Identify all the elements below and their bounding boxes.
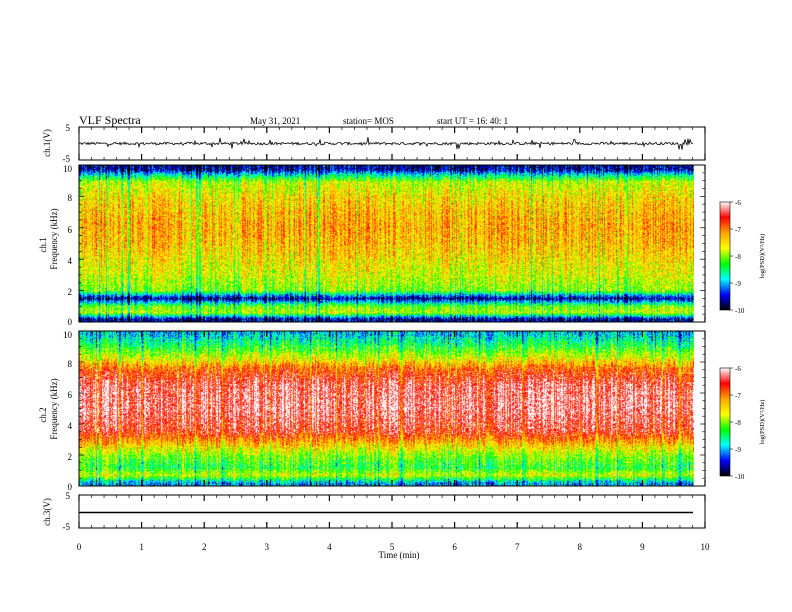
x-tick-label: 7: [515, 542, 520, 552]
colorbar-tick-label: -8: [735, 419, 741, 427]
colorbar-tick-label: -6: [735, 365, 741, 373]
colorbar-tick-label: -6: [735, 199, 741, 207]
ch3-wave-tick-bottom: -5: [63, 522, 71, 532]
ch1-wave-tick-bottom: -5: [63, 154, 71, 164]
ch1-spec-tick: 10: [63, 164, 73, 174]
x-tick-label: 0: [77, 542, 82, 552]
x-tick-label: 6: [452, 542, 457, 552]
ch2-spec-ylabel-frequency: Frequency (kHz): [49, 378, 59, 439]
ch2-spec-tick: 0: [68, 482, 73, 492]
start-ut-label: start UT = 16: 40: 1: [437, 116, 508, 126]
ch1-spectrogram-panel: 10 8 6 4 2 0: [63, 164, 706, 327]
x-tick-labels: 0 1 2 3 4 5 6 7 8 9 10: [77, 542, 710, 552]
ch1-spec-tick: 4: [68, 256, 73, 266]
colorbar-ch1-ticks: -6 -7 -8 -9 -10: [730, 199, 745, 315]
ch1-waveform-trace: [78, 137, 694, 150]
x-tick-label: 9: [640, 542, 645, 552]
ch1-spec-tick: 8: [68, 193, 73, 203]
colorbar-tick-label: -9: [735, 446, 741, 454]
colorbar-ch2-label: log(PSD)(V²/Hz): [759, 400, 766, 445]
colorbar-tick-label: -9: [735, 280, 741, 288]
ch3-waveform-panel: 5 -5: [63, 491, 706, 532]
colorbar-tick-label: -8: [735, 253, 741, 261]
colorbar-tick-label: -10: [735, 307, 745, 315]
ch1-spec-ylabel-channel: ch.1: [38, 237, 48, 252]
x-tick-label: 3: [265, 542, 270, 552]
figure-title: VLF Spectra: [79, 113, 141, 127]
colorbar-ch2-scale: [719, 367, 731, 477]
ch1-spec-ylabel-frequency: Frequency (kHz): [49, 208, 59, 269]
ch2-spec-tick: 6: [68, 390, 73, 400]
colorbar-ch1-label: log(PSD)(V²/Hz): [759, 234, 766, 279]
x-axis-label: Time (min): [379, 550, 420, 560]
ch1-wave-ylabel: ch.1(V): [42, 129, 52, 157]
colorbar-tick-label: -7: [735, 226, 741, 234]
ch1-spec-tick: 2: [68, 287, 73, 297]
ch1-wave-tick-top: 5: [66, 123, 71, 133]
ch3-wave-ylabel: ch.3(V): [42, 498, 52, 526]
x-tick-label: 1: [139, 542, 144, 552]
ch3-wave-tick-top: 5: [66, 491, 71, 501]
date-label: May 31, 2021: [250, 116, 300, 126]
x-tick-label: 2: [202, 542, 207, 552]
ch1-spec-yticks: 10 8 6 4 2 0: [63, 164, 73, 327]
ch1-spec-tick: 6: [68, 225, 73, 235]
ch2-spec-tick: 8: [68, 359, 73, 369]
colorbar-tick-label: -7: [735, 392, 741, 400]
colorbar-ch1: -6 -7 -8 -9 -10 log(PSD)(V²/Hz): [719, 199, 766, 315]
ch2-spec-tick: 2: [68, 452, 73, 462]
ch1-waveform-panel: 5 -5: [63, 123, 706, 164]
colorbar-ch1-scale: [719, 201, 731, 311]
colorbar-ch2-ticks: -6 -7 -8 -9 -10: [730, 365, 745, 481]
x-tick-label: 8: [578, 542, 583, 552]
ch2-spec-yticks: 10 8 6 4 2 0: [63, 330, 73, 492]
x-tick-label: 10: [701, 542, 711, 552]
ch2-spec-ylabel-channel: ch.2: [38, 407, 48, 422]
ch1-spectrogram-image: [79, 165, 694, 322]
colorbar-tick-label: -10: [735, 473, 745, 481]
colorbar-ch2: -6 -7 -8 -9 -10 log(PSD)(V²/Hz): [719, 365, 766, 481]
ch2-spec-tick: 10: [63, 330, 73, 340]
axis-tick-marks: [78, 127, 706, 528]
ch2-spectrogram-panel: 10 8 6 4 2 0: [63, 330, 706, 492]
ch1-spec-tick: 0: [68, 317, 73, 327]
station-label: station= MOS: [343, 116, 394, 126]
ch2-spec-tick: 4: [68, 421, 73, 431]
ch2-spectrogram-image: [79, 331, 694, 486]
x-tick-label: 5: [390, 542, 395, 552]
x-tick-label: 4: [327, 542, 332, 552]
